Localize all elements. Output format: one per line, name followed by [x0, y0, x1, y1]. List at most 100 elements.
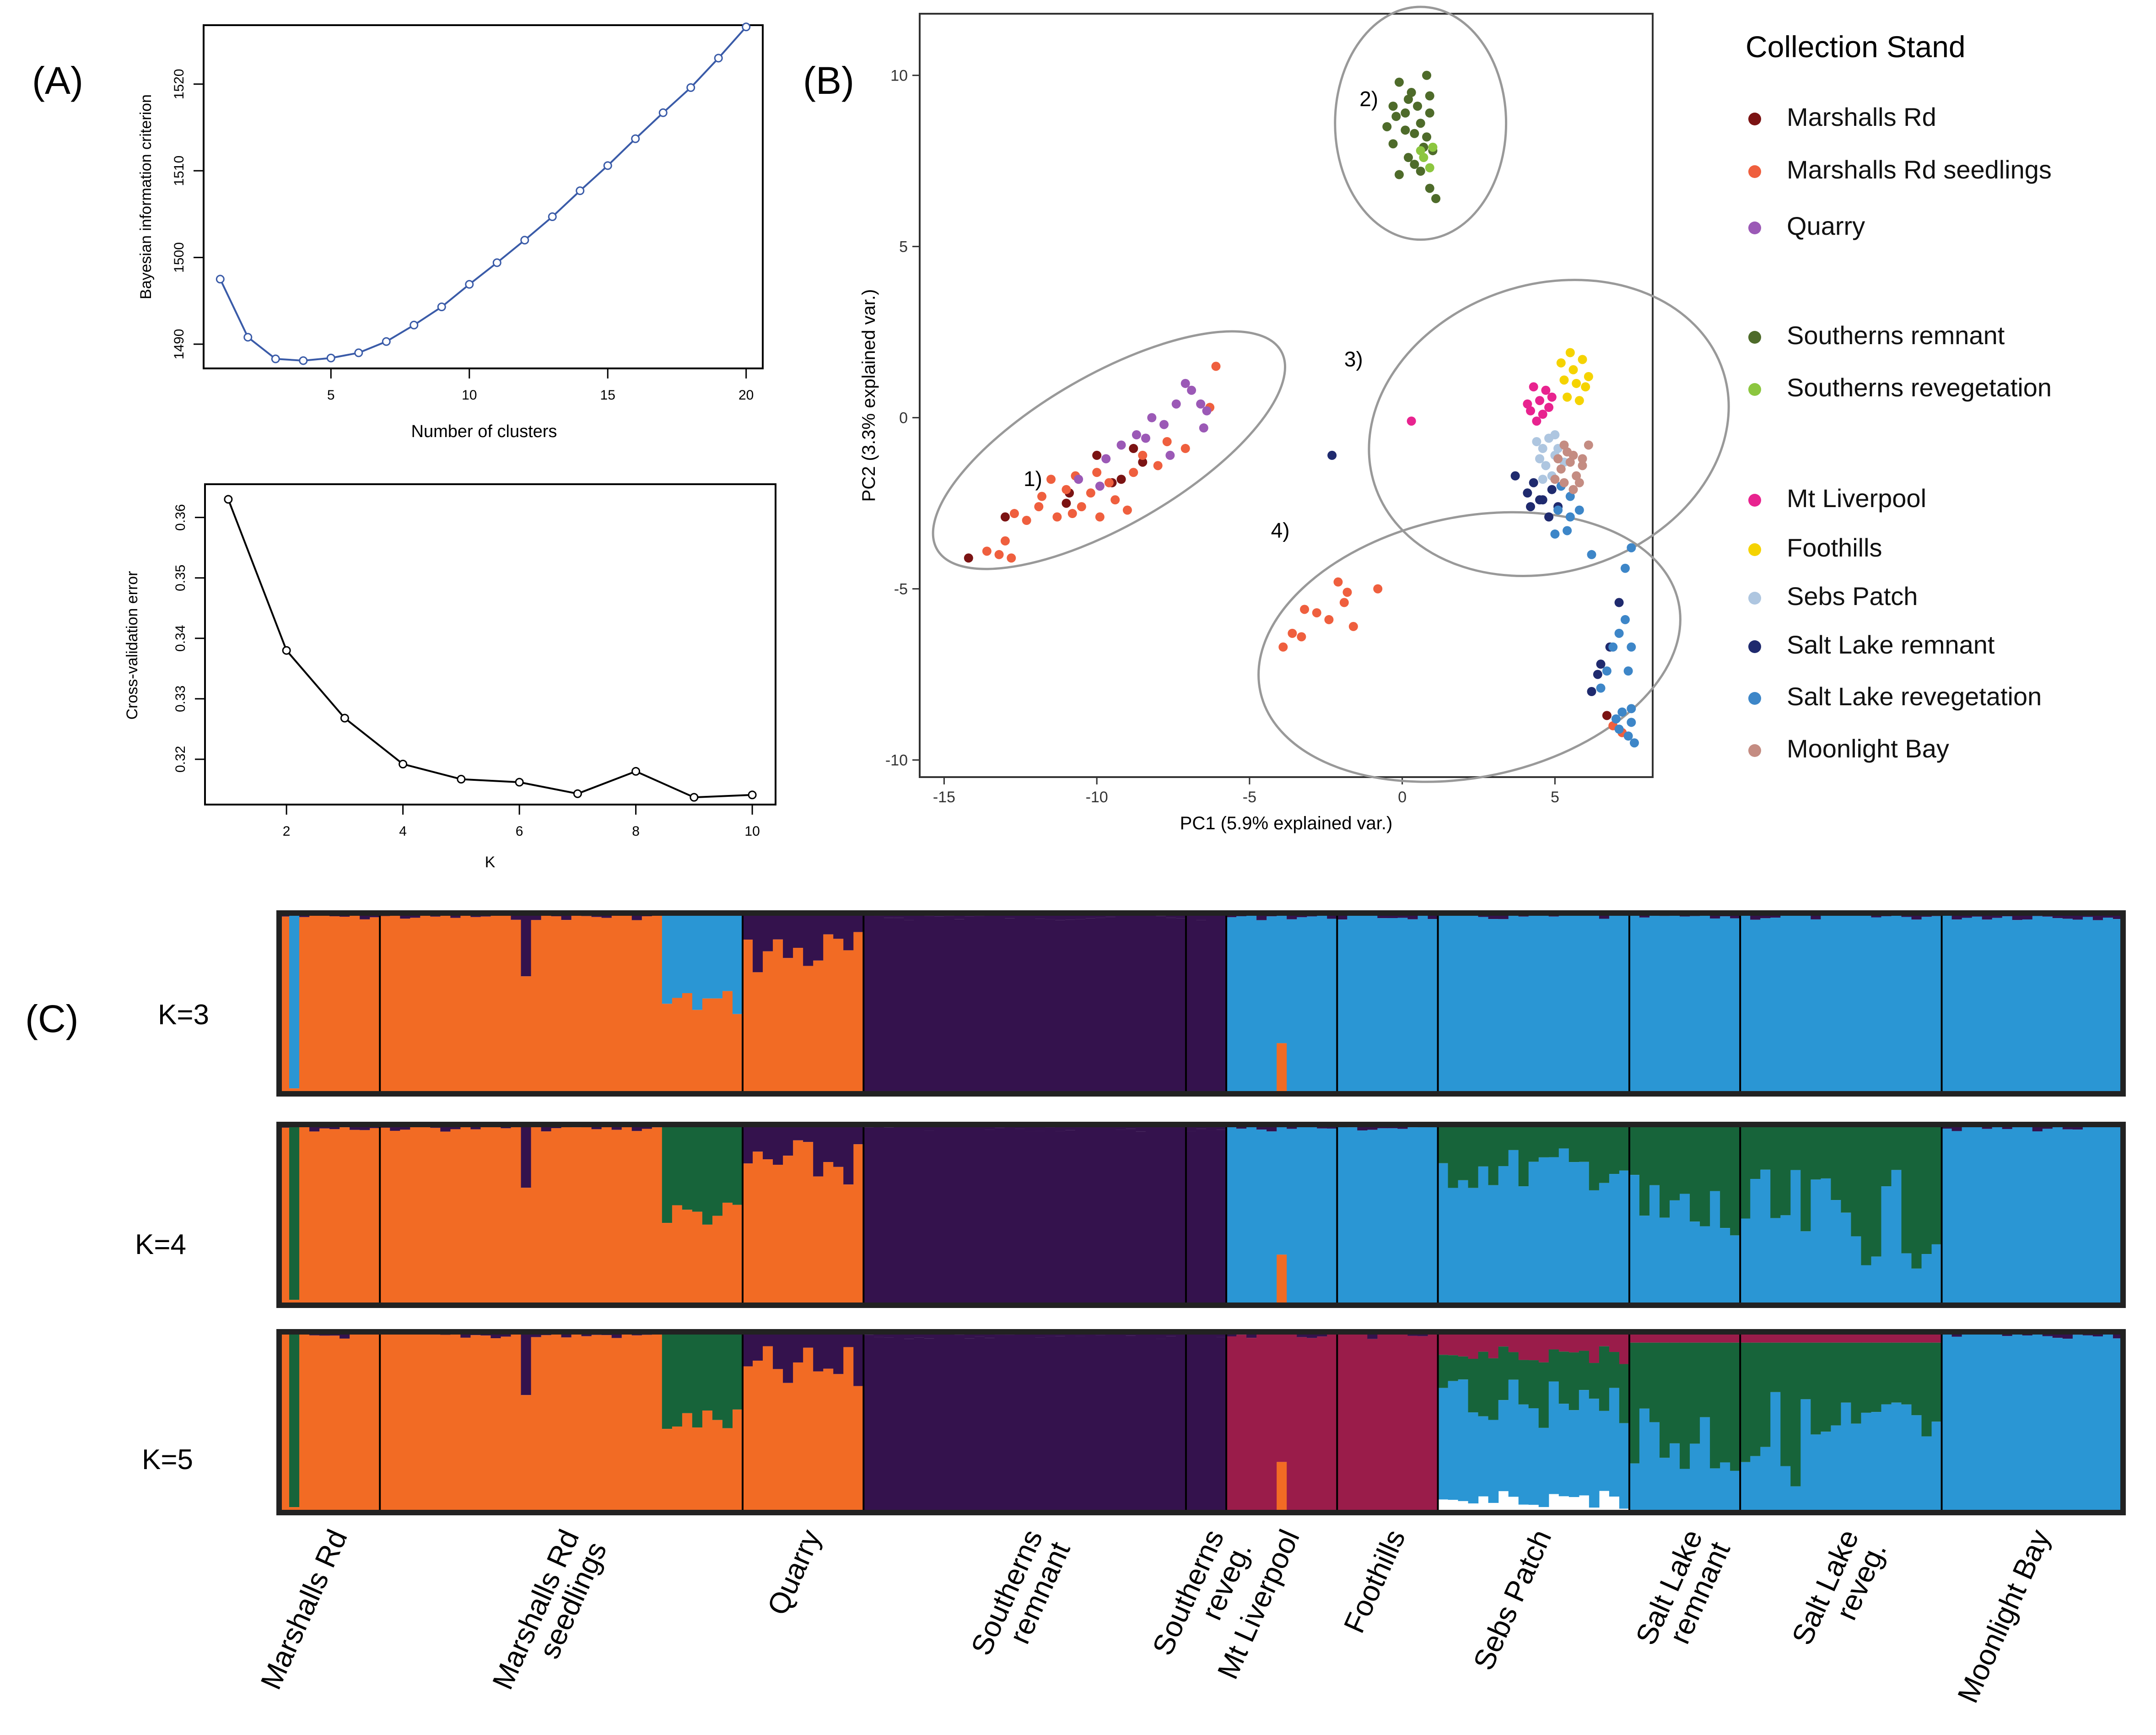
structure-bar-segment	[2072, 1130, 2083, 1305]
structure-row-frame	[276, 1329, 2126, 1515]
pca-point	[1581, 382, 1590, 392]
structure-bar-segment	[1871, 1124, 1882, 1257]
structure-bar-segment	[1730, 1470, 1741, 1513]
pca-point	[1574, 505, 1584, 515]
structure-bar-segment	[1639, 1342, 1650, 1409]
pca-point	[1614, 724, 1624, 734]
structure-bar-segment	[773, 913, 783, 940]
pca-point	[1413, 101, 1423, 111]
structure-bar-segment	[1659, 1342, 1670, 1458]
pca-point	[1159, 420, 1169, 429]
structure-bar-segment	[1377, 1332, 1388, 1513]
pca-point	[1110, 495, 1120, 505]
structure-bar-segment	[1287, 1332, 1297, 1513]
pca-xtick-label: 0	[1398, 789, 1407, 806]
structure-bar-segment	[1619, 1332, 1630, 1364]
structure-bar-segment	[1014, 1337, 1025, 1513]
pca-point	[1104, 478, 1114, 487]
pca-point	[1416, 167, 1425, 176]
structure-bar-segment	[1508, 1124, 1519, 1150]
structure-bar-segment	[1700, 1226, 1710, 1305]
structure-bar-segment	[1186, 1131, 1197, 1305]
structure-bar-segment	[1357, 1334, 1368, 1513]
structure-bar-segment	[1599, 919, 1610, 1094]
structure-bar-segment	[1599, 1124, 1610, 1183]
structure-bar-segment	[884, 918, 894, 1094]
structure-bar-segment	[641, 916, 652, 1094]
structure-bar-segment	[319, 1335, 330, 1513]
pca-point	[1614, 628, 1624, 638]
pca-point	[1523, 399, 1532, 409]
structure-bar-segment	[692, 913, 703, 1010]
structure-bar-segment	[1962, 1333, 1973, 1513]
bic-point	[299, 356, 308, 365]
pca-point	[1620, 563, 1630, 573]
pca-point	[1288, 628, 1297, 638]
structure-bar-segment	[1921, 1436, 1932, 1513]
structure-bar-segment	[934, 1333, 945, 1513]
pca-ytick-label: 0	[899, 410, 908, 427]
structure-bar-segment	[833, 913, 844, 939]
structure-bar-segment	[390, 1130, 400, 1305]
structure-bar-segment	[1579, 1332, 1590, 1351]
structure-bar-segment	[581, 1125, 592, 1305]
structure-bar-segment	[823, 1368, 834, 1513]
structure-bar-segment	[1609, 1388, 1620, 1497]
structure-bar-segment	[1871, 1412, 1882, 1513]
structure-bar-segment	[2042, 1336, 2053, 1513]
structure-bar-segment	[2102, 918, 2113, 1094]
structure-bar-segment	[1750, 919, 1761, 1094]
structure-bar-segment	[430, 916, 441, 1094]
structure-bar-segment	[1548, 1381, 1559, 1494]
legend-label: Salt Lake revegetation	[1787, 682, 2042, 711]
structure-bar-segment	[1317, 1128, 1327, 1305]
structure-bar-segment	[1589, 1124, 1600, 1190]
structure-pop-label: Salt Lakereveg.	[1785, 1524, 1893, 1662]
structure-bar-segment	[1841, 914, 1852, 1094]
structure-bar-segment	[319, 1128, 330, 1305]
pca-point	[1541, 385, 1551, 395]
structure-bar-segment	[732, 1332, 743, 1410]
pca-point	[1547, 485, 1557, 494]
pca-point	[1425, 108, 1434, 118]
structure-bar-segment	[2012, 1334, 2023, 1513]
pca-point	[1553, 505, 1563, 515]
structure-bar-segment	[853, 1332, 864, 1386]
structure-bar-segment	[1528, 1162, 1539, 1305]
structure-bar-segment	[1962, 1124, 1973, 1305]
structure-bar-segment	[440, 1335, 451, 1513]
structure-bar-segment	[712, 1420, 723, 1513]
cv-point	[224, 495, 233, 504]
pca-point	[1067, 509, 1077, 519]
structure-bar-segment	[571, 914, 582, 1094]
structure-bar-segment	[1891, 1170, 1902, 1305]
pca-point	[1391, 112, 1401, 121]
structure-bar-segment	[541, 1131, 552, 1305]
pca-point	[1532, 416, 1542, 426]
structure-bar-segment	[1528, 1360, 1539, 1409]
pca-xtick-label: 5	[1551, 789, 1559, 806]
structure-bar-segment	[1589, 1332, 1600, 1363]
structure-bar-segment	[1740, 1462, 1751, 1513]
structure-bar-segment	[1226, 1126, 1237, 1305]
structure-bar-segment	[1700, 1124, 1710, 1227]
pca-point	[1578, 454, 1587, 464]
structure-bar-segment	[1841, 1124, 1852, 1213]
structure-bar-segment	[1649, 1342, 1660, 1422]
structure-bar-segment	[753, 972, 763, 1094]
structure-bar-segment	[360, 1130, 370, 1305]
structure-bar-segment	[1337, 1125, 1348, 1305]
structure-bar-segment	[1226, 917, 1237, 1094]
structure-bar-segment	[611, 915, 622, 1094]
pca-xtick-label: -10	[1086, 789, 1108, 806]
structure-bar-segment	[803, 1124, 814, 1142]
structure-bar-segment	[1861, 913, 1872, 1094]
structure-bar-segment	[420, 1334, 431, 1513]
structure-bar-segment	[1851, 1423, 1862, 1513]
pca-xtick-label: -5	[1243, 789, 1256, 806]
structure-bar-segment	[1811, 1124, 1821, 1180]
legend-swatch	[1748, 222, 1761, 234]
structure-bar-segment	[1629, 1175, 1640, 1305]
structure-bar-segment	[1055, 920, 1066, 1094]
structure-bar-segment	[1337, 1332, 1348, 1513]
